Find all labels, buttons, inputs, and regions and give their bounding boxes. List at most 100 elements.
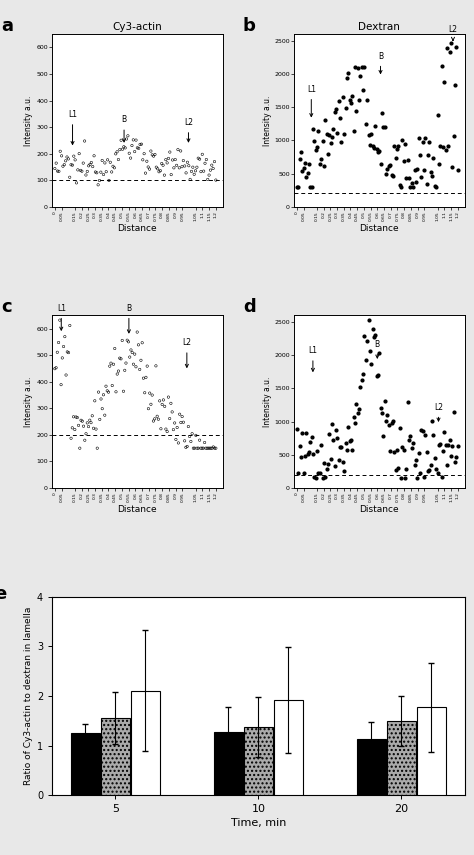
Point [383,168,390,181]
Point [369,139,376,153]
Point [435,439,443,452]
Point [318,152,325,166]
Point [383,415,390,428]
Point [359,367,367,380]
Point [172,153,179,167]
Point [451,456,459,469]
Point [304,447,311,461]
Point [327,452,335,466]
Point [294,180,302,194]
Point [323,462,330,475]
Point [122,357,130,370]
Point [51,362,59,375]
Point [375,144,383,157]
Point [154,410,161,423]
Point [434,108,441,121]
Point [112,147,119,161]
Text: L1: L1 [309,346,318,371]
Point [117,352,125,366]
Point [405,433,413,447]
Point [307,435,314,449]
Point [146,386,154,400]
Point [86,413,93,427]
Point [207,163,214,177]
Point [106,359,114,373]
Point [375,346,383,360]
Point [453,451,460,464]
Point [380,120,387,133]
Point [157,422,164,435]
Point [316,157,324,171]
Point [142,166,149,180]
Text: B: B [121,115,127,142]
Point [203,441,211,455]
X-axis label: Distance: Distance [359,504,399,514]
Point [132,133,140,147]
Bar [214,732,243,795]
Point [415,131,422,144]
Point [394,461,402,475]
Point [437,139,444,153]
Point [367,357,375,370]
Point [293,180,301,194]
Point [310,470,318,484]
Point [377,401,384,415]
Point [448,439,456,453]
X-axis label: Distance: Distance [359,223,399,233]
Point [337,135,345,149]
Point [125,335,132,349]
Point [158,398,166,411]
Point [374,144,382,158]
Point [364,92,371,106]
Point [389,414,397,428]
Point [118,333,126,347]
Point [121,141,129,155]
Point [210,155,218,168]
Point [108,165,116,179]
Point [86,157,94,171]
Bar [417,707,446,795]
Point [170,161,178,174]
Point [190,441,197,455]
Point [102,165,110,179]
Point [293,422,301,436]
Point [300,466,307,480]
Point [170,422,177,436]
Point [393,443,401,457]
Point [372,119,379,133]
Point [148,148,156,162]
Point [450,129,457,143]
Point [408,176,416,190]
Y-axis label: Intensity a.u.: Intensity a.u. [263,95,272,145]
Point [58,149,65,162]
Point [393,143,401,156]
Text: B: B [378,52,383,74]
Point [350,410,357,423]
Point [161,399,168,413]
Point [187,434,195,448]
Text: L1: L1 [68,110,77,144]
Point [145,160,152,174]
Point [212,174,219,187]
Point [105,174,113,187]
Point [153,161,160,174]
Point [140,147,148,161]
Point [55,336,63,350]
Point [178,160,186,174]
Text: B: B [375,339,380,358]
Point [320,159,328,173]
Point [431,451,438,465]
Point [77,414,85,428]
Point [438,60,446,74]
Point [134,141,141,155]
Point [194,151,202,165]
Text: d: d [243,298,256,316]
Text: b: b [243,17,256,35]
Point [345,66,352,80]
Point [89,160,97,174]
Point [315,467,322,481]
Point [385,159,392,173]
Point [91,394,99,408]
Point [419,424,427,438]
Point [198,441,206,455]
